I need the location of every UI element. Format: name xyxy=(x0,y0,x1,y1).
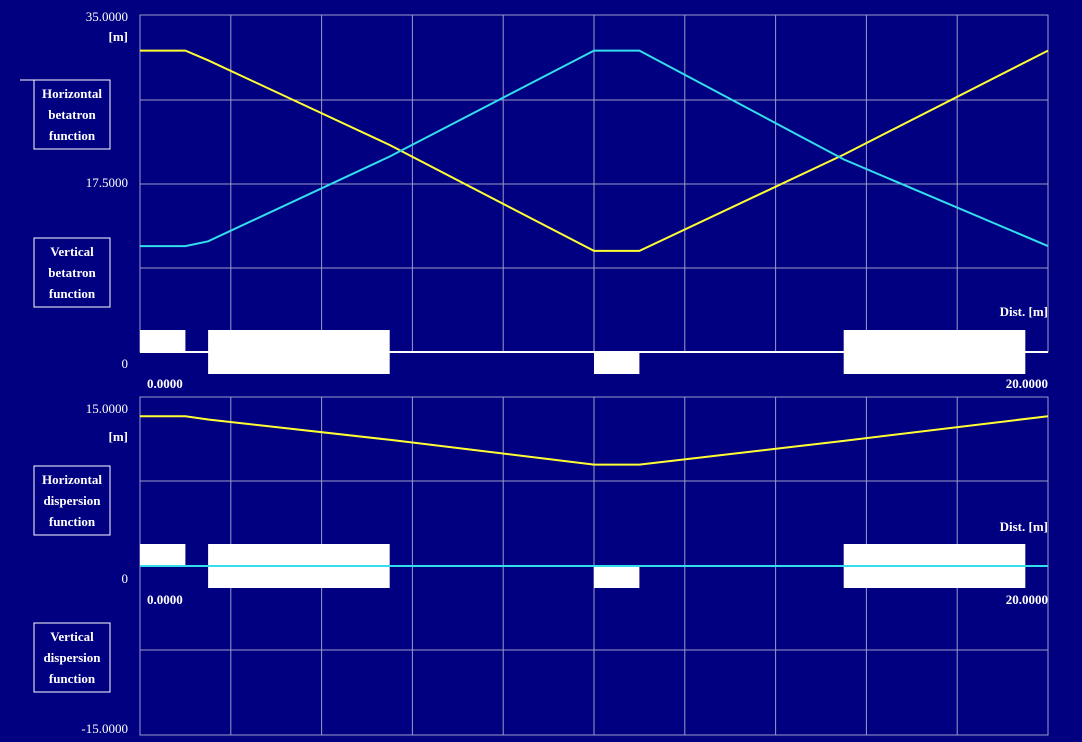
p1-xtick-start: 0.0000 xyxy=(147,376,183,391)
p2-x-axis-label: Dist. [m] xyxy=(1000,519,1048,534)
p1-xtick-end: 20.0000 xyxy=(1006,376,1048,391)
legend-horizontal-betatron: Horizontal betatron function xyxy=(20,79,111,150)
p2-ytick-top: 15.0000 xyxy=(86,401,128,416)
legend-horizontal-dispersion: Horizontal dispersion function xyxy=(33,465,111,536)
lattice-element-3 xyxy=(594,352,640,374)
p2-xtick-start: 0.0000 xyxy=(147,592,183,607)
p1-unit-label: [m] xyxy=(109,29,129,44)
legend-line: betatron xyxy=(48,265,96,280)
lattice-element-2 xyxy=(208,330,390,374)
legend-vertical-betatron: Vertical betatron function xyxy=(33,237,111,308)
legend-line: Vertical xyxy=(50,244,94,259)
lattice-element-3 xyxy=(594,566,640,588)
p2-unit-label: [m] xyxy=(109,429,129,444)
p2-ytick-bottom: -15.0000 xyxy=(81,721,128,736)
p2-ytick-zero: 0 xyxy=(122,571,129,586)
legend-line: Vertical xyxy=(50,629,94,644)
legend-vertical-dispersion: Vertical dispersion function xyxy=(33,622,111,693)
legend-line: Horizontal xyxy=(42,472,102,487)
series-vertical-betatron xyxy=(140,49,1049,248)
legend-line: dispersion xyxy=(43,493,101,508)
series-horizontal-betatron xyxy=(140,49,1049,252)
legend-line: function xyxy=(49,514,96,529)
legend-line: Horizontal xyxy=(42,86,102,101)
p1-ytick-zero: 0 xyxy=(122,356,129,371)
p2-xtick-end: 20.0000 xyxy=(1006,592,1048,607)
p1-ytick-top: 35.0000 xyxy=(86,9,128,24)
legend-line: function xyxy=(49,671,96,686)
legend-line: betatron xyxy=(48,107,96,122)
legend-line: function xyxy=(49,128,96,143)
lattice-element-1 xyxy=(140,544,186,566)
series-lines xyxy=(140,49,1049,567)
lattice-element-1 xyxy=(140,330,186,352)
legend-line: dispersion xyxy=(43,650,101,665)
lattice-element-4 xyxy=(843,330,1026,374)
legend-line: function xyxy=(49,286,96,301)
series-horizontal-dispersion xyxy=(140,415,1049,466)
p1-x-axis-label: Dist. [m] xyxy=(1000,304,1048,319)
p1-ytick-mid: 17.5000 xyxy=(86,175,128,190)
